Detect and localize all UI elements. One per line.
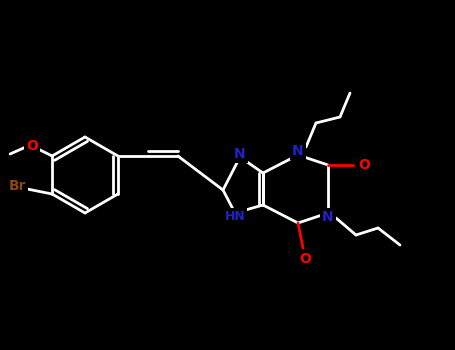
Text: HN: HN <box>225 210 245 223</box>
Text: O: O <box>358 158 370 172</box>
Text: Br: Br <box>8 179 26 193</box>
Text: N: N <box>292 144 304 158</box>
Text: O: O <box>299 252 311 266</box>
Text: N: N <box>322 210 334 224</box>
Text: N: N <box>234 147 246 161</box>
Text: O: O <box>26 139 38 153</box>
